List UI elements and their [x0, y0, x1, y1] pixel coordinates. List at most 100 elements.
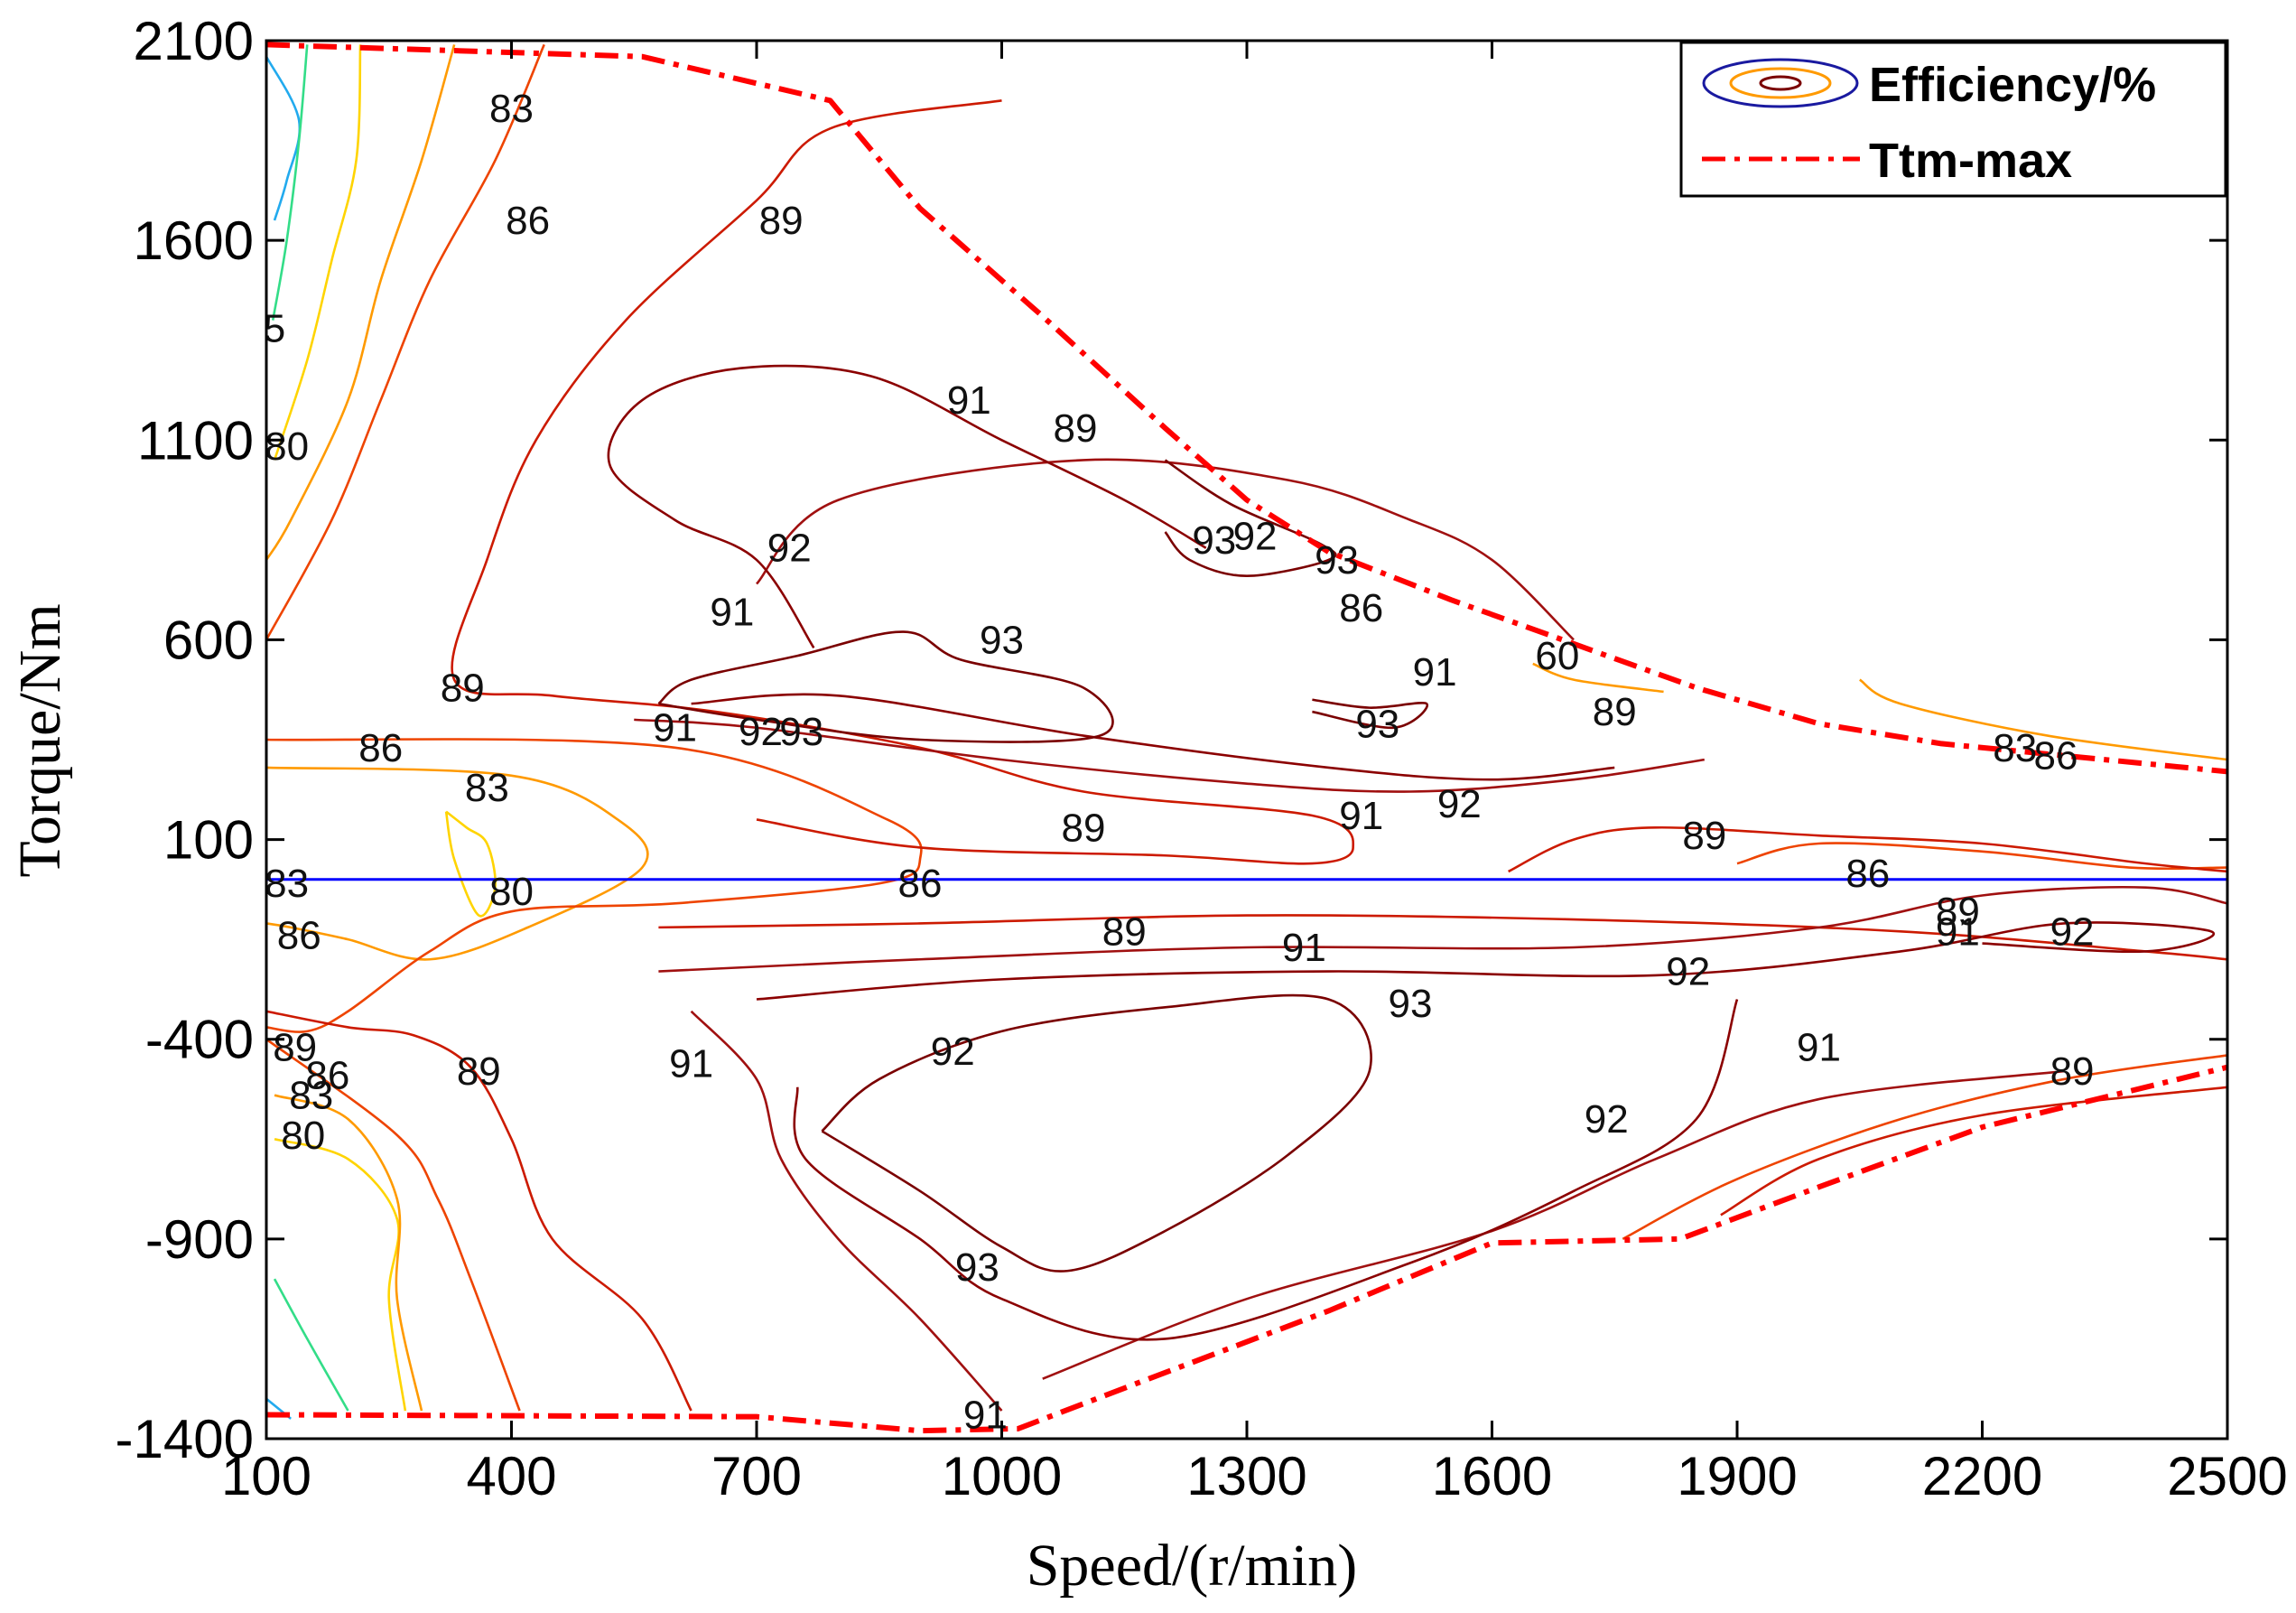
- contour-line-89: [1508, 825, 2227, 873]
- contour-line-89: [658, 914, 2227, 961]
- x-tick-label: 1300: [1186, 1446, 1306, 1506]
- contour-line-91: [690, 1010, 1003, 1412]
- x-axis-label: Speed/(r/min): [1027, 1533, 1358, 1599]
- ttm-max-layer: [266, 42, 2227, 1434]
- contour-label-86: 86: [305, 1054, 349, 1098]
- x-tick-label: 100: [221, 1446, 311, 1506]
- contour-label-83: 83: [465, 766, 509, 810]
- contour-line-83: [1858, 678, 2227, 761]
- contour-line-83: [1532, 662, 1664, 694]
- contour-label-91: 91: [1339, 794, 1383, 838]
- legend-label-ttm-max: Ttm-max: [1869, 134, 2072, 188]
- legend-label-efficiency: Efficiency/%: [1869, 58, 2156, 112]
- contour-line-74: [266, 56, 302, 221]
- contour-line-80: [274, 1138, 407, 1412]
- contour-line-91: [1042, 1069, 2065, 1380]
- contour-label-89: 89: [1682, 814, 1726, 858]
- y-tick-label: 600: [163, 610, 254, 670]
- contour-label-77: 5: [264, 306, 285, 350]
- contour-label-80: 80: [489, 870, 534, 914]
- contour-line-86: [1622, 1054, 2227, 1241]
- x-tick-label: 400: [466, 1446, 556, 1506]
- contour-label-91: 91: [1797, 1026, 1841, 1070]
- contour-label-86: 86: [898, 862, 943, 906]
- y-axis-label: Torque/Nm: [7, 603, 73, 877]
- contour-label-83: 83: [265, 862, 309, 906]
- contour-line-93: [657, 630, 1114, 743]
- contour-label-91: 91: [963, 1393, 1008, 1437]
- contour-label-89: 89: [1102, 909, 1147, 954]
- contour-line-91: [658, 885, 2227, 973]
- contour-label-93: 93: [1315, 538, 1359, 583]
- y-tick-label: 1600: [134, 210, 254, 271]
- contour-line-92: [756, 921, 2215, 1001]
- contour-label-83: 83: [1993, 726, 2037, 770]
- contour-label-92: 92: [2050, 909, 2095, 954]
- contour-label-92: 92: [1233, 514, 1278, 558]
- contour-label-93: 93: [779, 710, 823, 754]
- contour-label-86: 86: [277, 914, 321, 958]
- contour-label-86: 86: [1845, 852, 1890, 896]
- x-tick-label: 700: [711, 1446, 802, 1506]
- contour-label-93: 93: [955, 1245, 999, 1290]
- contour-line-80: [273, 44, 362, 461]
- y-tick-label: -400: [145, 1010, 254, 1070]
- contour-line-92: [607, 364, 1207, 648]
- contour-line-77: [271, 44, 309, 321]
- contour-label-92: 92: [1585, 1097, 1629, 1142]
- contour-layer: [266, 43, 2227, 1420]
- contour-label-91: 91: [710, 590, 754, 634]
- legend: Efficiency/% Ttm-max: [1679, 41, 2227, 198]
- y-tick-label: 100: [163, 810, 254, 871]
- contour-line-91: [756, 458, 1575, 641]
- y-tick-label: 1100: [137, 410, 254, 471]
- contour-label-86: 86: [2033, 734, 2078, 779]
- contour-line-83: [266, 766, 649, 961]
- tick-layer: 100 400 700 1000 1300 1600 1900 2200 2500 -1400 -9…: [116, 11, 2288, 1506]
- contour-label-93: 93: [1355, 702, 1399, 746]
- contour-label-86: 86: [1339, 586, 1383, 630]
- contour-line-89: [451, 99, 1355, 865]
- contour-line-93: [821, 993, 1372, 1273]
- contour-line-80: [444, 810, 497, 918]
- contour-label-80: 80: [265, 424, 309, 469]
- contour-label-91: 91: [669, 1041, 713, 1086]
- contour-label-91: 91: [1282, 926, 1326, 970]
- contour-label-92: 92: [1666, 950, 1710, 994]
- ttm-max-upper-line: [266, 42, 2227, 775]
- contour-line-92: [793, 999, 1739, 1341]
- contour-label-89: 89: [1593, 690, 1637, 734]
- contour-line-86: [266, 738, 923, 1033]
- contour-label-86: 86: [506, 199, 550, 243]
- contour-label-93: 93: [1192, 518, 1236, 563]
- contour-label-91: 91: [1413, 650, 1457, 695]
- y-tick-label: -1400: [116, 1409, 254, 1469]
- contour-label-89: 89: [273, 1026, 317, 1070]
- contour-label-93: 93: [1389, 982, 1433, 1026]
- contour-label-92: 92: [931, 1030, 975, 1074]
- contour-label-83: 83: [489, 87, 534, 131]
- contour-line-91: [634, 718, 1705, 793]
- x-tick-label: 2500: [2167, 1446, 2287, 1506]
- contour-line-83: [266, 44, 456, 561]
- contour-label-80: 80: [281, 1114, 325, 1158]
- contour-label-89: 89: [457, 1049, 501, 1094]
- contour-line-83: [274, 1094, 423, 1412]
- x-tick-label: 1900: [1677, 1446, 1797, 1506]
- contour-label-89: 89: [2050, 1049, 2095, 1094]
- x-tick-label: 1600: [1432, 1446, 1552, 1506]
- contour-label-91: 91: [653, 706, 697, 751]
- contour-label-89: 89: [1936, 890, 1980, 934]
- contour-line-92: [691, 693, 1615, 781]
- contour-label-89: 89: [759, 199, 804, 243]
- contour-label-91: 91: [947, 378, 991, 423]
- ttm-max-lower-line: [266, 1064, 2227, 1434]
- contour-line-93: [1312, 698, 1429, 730]
- contour-line-77: [273, 1278, 349, 1412]
- contour-label-91: 91: [1936, 909, 1980, 954]
- contour-label-89: 89: [1053, 406, 1097, 451]
- contour-label-83: 83: [289, 1074, 333, 1118]
- contour-line-86: [266, 43, 545, 641]
- contour-label-93: 93: [980, 618, 1024, 662]
